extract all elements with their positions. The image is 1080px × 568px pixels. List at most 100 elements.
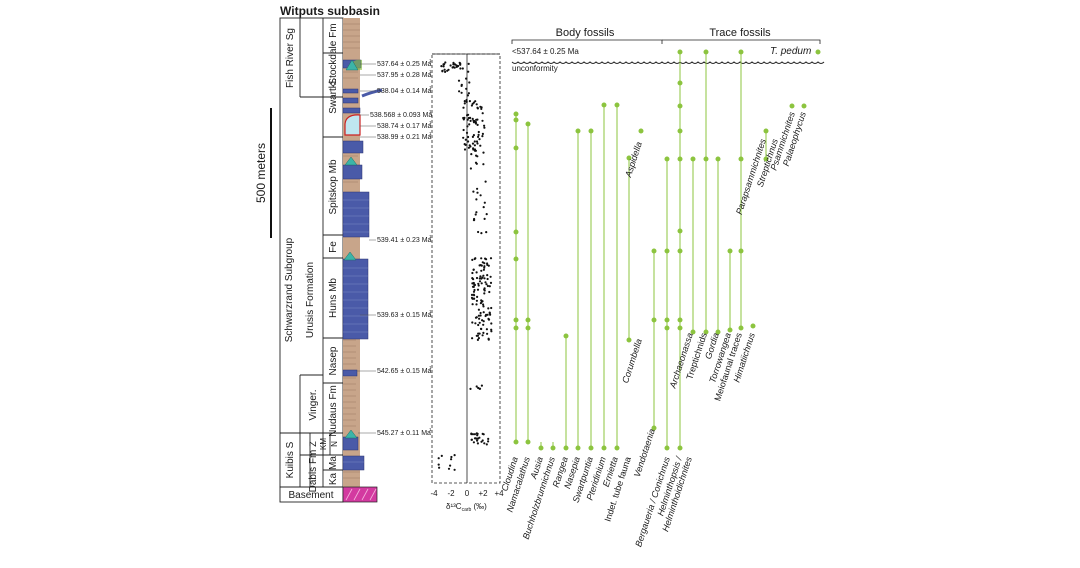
- isotope-point: [468, 81, 471, 84]
- isotope-point: [476, 295, 479, 298]
- age-label: 545.27 ± 0.11 Ma: [377, 430, 431, 437]
- isotope-point: [476, 123, 479, 126]
- isotope-point: [471, 321, 474, 324]
- isotope-point: [487, 437, 490, 440]
- occurrence-dot: [677, 80, 683, 86]
- isotope-point: [450, 458, 453, 461]
- isotope-point: [475, 303, 478, 306]
- occurrence-dot: [738, 49, 744, 55]
- isotope-point: [489, 281, 493, 284]
- isotope-point: [470, 432, 473, 435]
- isotope-point: [474, 122, 477, 125]
- occurrence-dot: [513, 439, 519, 445]
- isotope-point: [482, 163, 485, 166]
- isotope-point: [487, 318, 491, 321]
- isotope-point: [464, 138, 467, 141]
- occurrence-dot: [738, 156, 744, 162]
- isotope-point: [480, 107, 483, 110]
- occurrence-dot: [664, 156, 670, 162]
- age-sup: 1: [429, 58, 432, 63]
- occurrence-dot: [550, 445, 556, 451]
- isotope-point: [481, 432, 484, 435]
- isotope-point: [478, 387, 482, 390]
- isotope-point: [473, 437, 477, 440]
- isotope-point: [473, 433, 476, 436]
- body-fossils-header: Body fossils: [556, 27, 615, 39]
- age-label: 538.74 ± 0.17 Ma: [377, 123, 432, 130]
- isotope-point: [458, 90, 461, 93]
- isotope-panel: -4 -2 0 +2 +4 δ¹³Ccarb (‰): [430, 53, 504, 513]
- occurrence-dot: [677, 317, 683, 323]
- isotope-point: [474, 322, 477, 325]
- isotope-point: [476, 439, 479, 442]
- isotope-point: [480, 327, 483, 331]
- age-label: 537.64 ± 0.25 Ma: [377, 61, 432, 68]
- occurrence-dot: [651, 248, 657, 254]
- isotope-data-points: [437, 61, 493, 471]
- isotope-point: [469, 387, 472, 390]
- isotope-point: [479, 311, 482, 315]
- isotope-point: [475, 162, 478, 165]
- isotope-point: [469, 119, 472, 122]
- unconformity: <537.64 ± 0.25 Ma unconformity T. pedum: [511, 46, 825, 73]
- age-sup: 1: [429, 109, 432, 114]
- isotope-point: [449, 464, 452, 467]
- isotope-point: [480, 232, 483, 235]
- occurrence-dot: [763, 156, 769, 162]
- isotope-point: [475, 316, 478, 319]
- isotope-point: [459, 63, 462, 66]
- occurrence-dot: [750, 323, 756, 329]
- isotope-point: [477, 230, 480, 234]
- isotope-point: [466, 118, 469, 121]
- isotope-point: [473, 144, 476, 147]
- isotope-point: [483, 124, 486, 127]
- age-label: 542.65 ± 0.15 Ma: [377, 368, 432, 375]
- isotope-point: [471, 303, 474, 306]
- isotope-point: [479, 194, 482, 197]
- occurrence-dot: [525, 317, 531, 323]
- isotope-point: [465, 131, 469, 134]
- unit-column-frames: [279, 17, 344, 503]
- isotope-point: [457, 64, 460, 68]
- isotope-point: [471, 433, 475, 436]
- t-pedum-label: T. pedum: [770, 46, 811, 57]
- occurrence-dot: [563, 445, 569, 451]
- trace-fossils-header: Trace fossils: [709, 27, 771, 39]
- isotope-point: [470, 153, 473, 156]
- isotope-point: [482, 311, 485, 314]
- isotope-point: [476, 187, 479, 190]
- isotope-point: [489, 257, 493, 260]
- isotope-point: [438, 466, 441, 469]
- isotope-point: [472, 121, 476, 124]
- occurrence-dot: [525, 439, 531, 445]
- isotope-point: [479, 314, 482, 317]
- isotope-point: [465, 77, 468, 80]
- isotope-point: [483, 217, 486, 220]
- isotope-point: [484, 180, 487, 183]
- taxon-label: Vendotaenia: [632, 428, 657, 479]
- unit-ma: Ma: [328, 456, 339, 470]
- isotope-point: [467, 140, 470, 143]
- isotope-point: [482, 331, 485, 334]
- isotope-point: [485, 231, 488, 234]
- isotope-point: [480, 264, 483, 267]
- age-label: 538.99 ± 0.21 Ma: [377, 134, 432, 141]
- isotope-point: [472, 134, 475, 137]
- isotope-point: [490, 330, 493, 333]
- isotope-point: [470, 293, 474, 296]
- isotope-point: [478, 317, 481, 320]
- isotope-point: [463, 100, 466, 103]
- occurrence-dot: [664, 248, 670, 254]
- isotope-point: [472, 297, 475, 300]
- isotope-point: [486, 277, 489, 281]
- isotope-point: [485, 328, 488, 331]
- isotope-point: [488, 285, 491, 288]
- isotope-point: [475, 432, 478, 435]
- occurrence-dot: [677, 228, 683, 234]
- isotope-point: [477, 386, 480, 390]
- age-sup: 1: [429, 365, 432, 370]
- isotope-point: [440, 65, 443, 68]
- unconformity-age: <537.64 ± 0.25 Ma: [512, 47, 579, 56]
- occurrence-dot: [738, 325, 744, 331]
- figure-title: Witputs subbasin: [280, 4, 380, 18]
